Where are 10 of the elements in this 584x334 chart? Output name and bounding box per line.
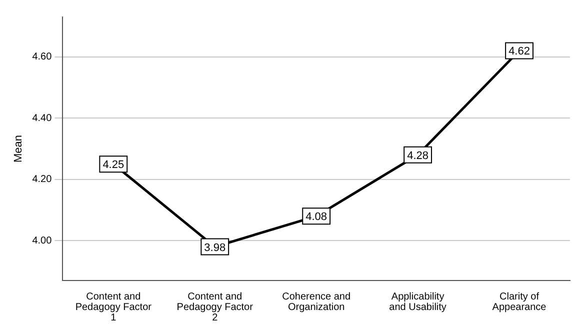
- y-axis-title: Mean: [12, 134, 25, 163]
- x-tick-label: Content and Pedagogy Factor 2: [176, 292, 254, 324]
- y-tick-label: 4.20: [32, 174, 52, 186]
- y-tick-label: 4.00: [32, 235, 52, 246]
- x-tick-label: Content and Pedagogy Factor 1: [75, 292, 152, 324]
- x-tick-label: Clarity of Appearance: [492, 292, 547, 313]
- x-tick-label: Coherence and Organization: [282, 292, 351, 313]
- y-tick-label: 4.60: [32, 52, 52, 63]
- x-tick-label: Applicability and Usability: [389, 292, 446, 313]
- y-tick-label: 4.40: [32, 112, 52, 124]
